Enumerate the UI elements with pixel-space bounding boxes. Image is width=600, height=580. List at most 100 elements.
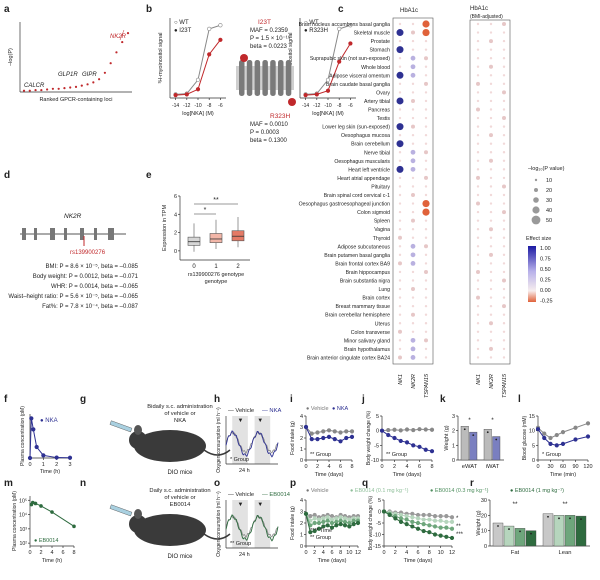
p-series-0-point — [308, 513, 313, 519]
y-tick-label: 5 — [376, 414, 379, 420]
size-legend-title: –log₁₀(P value) — [528, 166, 565, 172]
effect-dot — [476, 347, 480, 351]
effect-dot — [489, 168, 493, 171]
effect-dot — [502, 39, 506, 43]
association-line: WHR: P = 0.0014, beta = –0.065 — [51, 284, 139, 290]
g-caption: NKA — [174, 418, 186, 424]
snp-label: rs139900276 — [70, 250, 106, 256]
r-bar-dot — [580, 518, 582, 520]
effect-dot — [502, 202, 506, 205]
i-series-0-point — [321, 429, 326, 434]
q-series-3-point — [438, 533, 443, 538]
y-tick-label: -5 — [374, 443, 379, 449]
y-tick-label: 4 — [300, 498, 303, 504]
effect-dot — [424, 108, 428, 111]
column-label: NK2R — [411, 374, 417, 389]
locus-point — [103, 71, 106, 74]
effect-dot — [411, 48, 415, 51]
nka-point — [54, 455, 59, 460]
effect-dot — [502, 184, 506, 189]
dark-phase-shade — [232, 416, 248, 464]
tissue-label: Uterus — [375, 321, 391, 327]
effect-dot — [424, 304, 428, 308]
locus-point — [22, 89, 26, 92]
tissue-label: Brain hippocampus — [346, 270, 391, 276]
x-tick-label: -8 — [207, 103, 212, 109]
legend-series: ● EB0014 (0.3 mg kg⁻¹) — [430, 488, 489, 494]
y-tick-label: 15 — [529, 414, 535, 420]
q-series-0-point — [444, 513, 449, 519]
q-series-1-point — [449, 519, 455, 524]
locus-point — [34, 88, 37, 92]
y-axis-label: Oxygen consumption (ml h⁻¹) — [216, 407, 222, 473]
p-series-3-point — [351, 522, 356, 527]
tissue-label: Artery tibial — [364, 99, 390, 105]
r-bar — [542, 513, 554, 547]
q-series-1-point — [432, 518, 438, 523]
l-series-0-point — [573, 425, 578, 430]
tissue-label: Nerve tibial — [364, 150, 390, 156]
j-series-0-point — [411, 427, 416, 433]
n-caption: Daily s.c. administration — [149, 488, 210, 494]
legend-wt: ○ WT — [304, 20, 319, 26]
p-series-1-point — [321, 516, 326, 521]
q-series-1-point — [404, 513, 409, 519]
effect-dot — [476, 322, 480, 325]
effect-dot — [476, 313, 480, 316]
x-tick-label: 60 — [560, 464, 566, 470]
tissue-label: Oesophagus muscularis — [334, 159, 390, 165]
tissue-label: Brain anterior cingulate cortex BA24 — [307, 355, 390, 361]
tissue-label: Heart left ventricle — [348, 167, 390, 173]
p-series-2-point — [338, 518, 343, 523]
r323h-point — [348, 41, 353, 46]
p-series-3-point — [355, 520, 361, 526]
effect-dot — [396, 46, 404, 54]
effect-dot — [476, 210, 480, 214]
size-legend-label: 20 — [546, 188, 552, 194]
k-bar — [483, 429, 492, 461]
variant-stat: MAF = 0.0010 — [250, 122, 289, 128]
y-axis-label: –log(P) — [8, 48, 14, 66]
effect-dot — [502, 313, 506, 316]
effect-dot — [424, 185, 428, 188]
y-axis-label: Plasma concentration (pM) — [12, 491, 18, 551]
effect-dot — [476, 330, 480, 333]
nka-point — [27, 455, 33, 461]
effect-dot — [398, 347, 402, 351]
dark-phase-shade — [254, 416, 271, 464]
locus-point — [74, 85, 78, 88]
g-label: DIO mice — [167, 470, 193, 476]
i-series-1-point — [332, 437, 337, 442]
q-series-3-point — [381, 509, 387, 514]
tissue-label: Brain hypothalamus — [344, 347, 390, 353]
dark-phase-marker: ▼ — [237, 418, 243, 424]
panel-letter-h: h — [214, 394, 220, 405]
gene-name: NK2R — [64, 213, 82, 220]
effect-dot — [396, 123, 404, 131]
effect-dot — [424, 39, 428, 43]
y-axis-label: Oxygen consumption (ml h⁻¹) — [216, 491, 222, 557]
effect-dot — [398, 296, 402, 299]
nka-point — [34, 444, 39, 450]
h-treated-trace — [225, 430, 279, 458]
x-tick-label: 12 — [449, 550, 455, 556]
q-series-0-point — [421, 512, 426, 518]
annotation-gipr: GIPR — [82, 72, 97, 78]
effect-dot — [424, 338, 428, 343]
y-axis-label: Weight (g) — [476, 510, 482, 535]
y-tick-label: 0 — [300, 458, 303, 464]
p-series-2-point — [312, 520, 317, 526]
effect-dot — [502, 219, 506, 222]
x-tick-label: 8 — [430, 464, 433, 470]
n-caption: of vehicle or — [164, 495, 195, 501]
mouse-body — [134, 514, 206, 546]
l-series-0-point — [585, 421, 591, 426]
locus-point — [80, 84, 83, 87]
tissue-label: Pituitary — [371, 184, 390, 190]
q-series-2-point — [427, 523, 432, 528]
y-tick-label: 4 — [174, 212, 177, 218]
effect-dot — [398, 116, 402, 120]
effect-dot — [422, 199, 430, 208]
exon — [34, 228, 37, 240]
tissue-label: Oesophagus mucosa — [341, 133, 390, 139]
